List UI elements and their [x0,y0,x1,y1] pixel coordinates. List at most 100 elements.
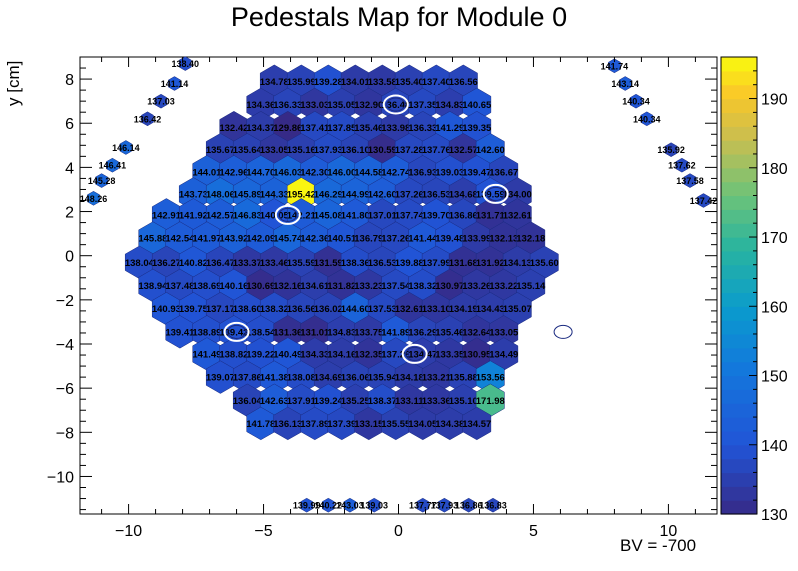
cell-value-label: 140.51 [327,234,357,245]
cell-value-label: 133.15 [354,419,384,430]
cell-value-label: 141.29 [435,123,464,134]
colorbar-band [721,70,757,86]
cell-value-label: 132.90 [354,100,383,111]
cell-value-label: 134.43 [476,304,505,315]
outer-cell-value-label: 137.93 [431,501,459,511]
colorbar-band [721,237,757,252]
outer-hex-cell [119,140,133,155]
outer-hex-cell [462,497,475,513]
cell-value-label: 142.57 [206,210,235,221]
colorbar-band [721,306,757,321]
cell-value-label: 139.88 [395,258,424,269]
cell-value-label: 171.98 [476,396,505,407]
highlight-ring-inner [553,324,573,339]
x-tick-label: 5 [529,523,538,540]
cell-value-label: 134.01 [341,77,371,88]
cell-value-label: 143.92 [219,234,248,245]
outer-cell-value-label: 148.26 [80,194,108,204]
colorbar-band [721,278,757,294]
highlight-ring [401,343,428,364]
cell-value-label: 134.83 [327,327,356,338]
colorbar-band [721,57,757,72]
colorbar-band [721,223,757,238]
cell-value-label: 134.19 [449,304,478,315]
cell-value-label: 137.74 [395,210,425,221]
x-tick-label: 10 [660,523,678,540]
cell-value-label: 142.74 [381,167,411,178]
cell-value-label: 134.33 [300,349,329,360]
cell-value-label: 141.89 [381,327,410,338]
colorbar-band [721,472,757,487]
cell-value-label: 133.03 [300,100,329,111]
cell-value-label: 145.89 [233,189,262,200]
cell-value-label: 145.74 [273,234,303,245]
cell-value-label: 142.96 [219,167,248,178]
cell-value-label: 138.89 [192,327,221,338]
cell-value-label: 138.32 [260,304,289,315]
cell-value-label: 140.82 [179,258,208,269]
cell-value-label: 131.71 [476,210,506,221]
outer-hex-cell [664,142,678,157]
colorbar-band [721,84,757,100]
cell-value-label: 135.67 [206,145,235,156]
outer-cell-value-label: 141.14 [161,79,189,89]
cell-value-label: 132.57 [449,145,478,156]
x-axis-label: BV = -700 [620,536,697,555]
cell-value-label: 134.13 [503,258,532,269]
colorbar-band [721,98,757,113]
colorbar-band [721,167,757,183]
cell-value-label: 135.46 [435,327,464,338]
cell-value-label: 130.95 [462,349,492,360]
cell-value-label: 137.26 [381,349,410,360]
cell-value-label: 136.29 [408,327,437,338]
cell-value-label: 138.69 [192,281,221,292]
colorbar-band [721,264,757,280]
cell-value-label: 134.36 [246,100,275,111]
cell-value-label: 139.59 [476,189,505,200]
outer-cell-value-label: 140.22 [315,501,343,511]
cell-value-label: 135.60 [530,258,559,269]
colorbar-tick-label: 150 [761,369,788,386]
cell-value-label: 137.39 [327,419,356,430]
cell-value-label: 138.36 [341,258,370,269]
y-tick-label: −4 [56,337,74,354]
cell-value-label: 136.56 [287,304,316,315]
cell-value-label: 142.60 [476,145,505,156]
outer-hex-cell [168,76,181,91]
colorbar-frame [720,56,758,515]
colorbar-band [721,389,757,404]
cell-value-label: 137.91 [287,396,317,407]
cell-value-label: 134.78 [260,77,289,88]
x-tick-label: 0 [394,523,403,540]
cell-value-label: 137.89 [300,419,329,430]
outer-cell-value-label: 135.92 [657,145,685,155]
cell-value-label: 138.82 [219,349,248,360]
cell-value-label: 134.61 [300,281,330,292]
outer-cell-value-label: 137.03 [147,97,175,107]
cell-value-label: 133.23 [354,281,383,292]
cell-value-label: 148.06 [206,189,235,200]
cell-value-label: 142.54 [165,234,195,245]
cell-value-label: 131.59 [314,258,343,269]
cell-value-label: 138.04 [125,258,155,269]
cell-value-label: 138.54 [246,327,276,338]
cell-value-label: 132.42 [219,123,248,134]
colorbar-band [721,486,757,501]
y-tick-label: 2 [65,205,74,222]
cell-value-label: 135.25 [341,396,371,407]
outer-hex-cell [141,111,154,127]
cell-value-label: 131.36 [273,327,302,338]
outer-cell-value-label: 143.03 [336,501,364,511]
cell-value-label: 144.99 [341,189,370,200]
cell-value-label: 133.99 [462,234,491,245]
y-tick-label: −10 [47,469,74,486]
cell-value-label: 142.21 [287,210,317,221]
cell-value-label: 135.07 [503,304,532,315]
cell-value-label: 134.05 [408,419,438,430]
colorbar-band [721,126,757,141]
cell-value-label: 139.41 [165,327,195,338]
outer-hex-cell [640,111,654,127]
hex-cell [462,406,492,441]
